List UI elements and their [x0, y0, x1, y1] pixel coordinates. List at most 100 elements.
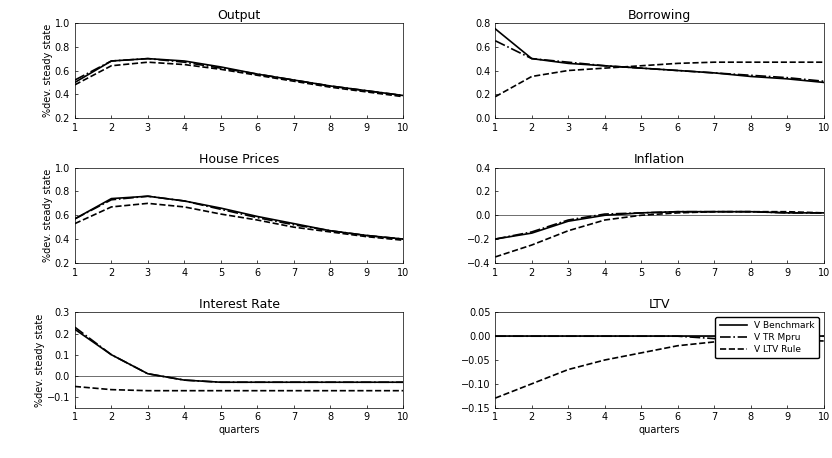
V LTV Rule: [563, 228, 573, 234]
V LTV Rule: [745, 209, 755, 214]
V TR Mpru: [362, 233, 372, 238]
V TR Mpru: [143, 56, 153, 61]
V LTV Rule: [289, 388, 299, 393]
V TR Mpru: [563, 217, 573, 223]
V LTV Rule: [252, 72, 262, 78]
V Benchmark: [673, 333, 683, 339]
V LTV Rule: [106, 63, 116, 69]
V TR Mpru: [673, 209, 683, 214]
V TR Mpru: [819, 78, 829, 84]
V TR Mpru: [490, 236, 500, 242]
Line: V TR Mpru: V TR Mpru: [495, 212, 824, 239]
V LTV Rule: [362, 89, 372, 95]
V LTV Rule: [70, 221, 80, 226]
V LTV Rule: [215, 66, 225, 72]
V Benchmark: [106, 58, 116, 64]
V Benchmark: [399, 380, 409, 385]
V TR Mpru: [215, 380, 225, 385]
Legend: V Benchmark, V TR Mpru, V LTV Rule: V Benchmark, V TR Mpru, V LTV Rule: [716, 317, 820, 358]
V LTV Rule: [180, 62, 190, 67]
V Benchmark: [215, 205, 225, 211]
Line: V LTV Rule: V LTV Rule: [75, 203, 404, 240]
V TR Mpru: [325, 83, 335, 89]
V LTV Rule: [215, 211, 225, 217]
V Benchmark: [527, 230, 537, 236]
V LTV Rule: [563, 367, 573, 372]
V Benchmark: [252, 214, 262, 219]
V LTV Rule: [709, 209, 719, 214]
V LTV Rule: [819, 60, 829, 65]
V LTV Rule: [362, 234, 372, 240]
Line: V LTV Rule: V LTV Rule: [495, 212, 824, 257]
V LTV Rule: [527, 74, 537, 79]
V LTV Rule: [527, 381, 537, 387]
V Benchmark: [399, 236, 409, 242]
V TR Mpru: [106, 352, 116, 357]
V LTV Rule: [673, 343, 683, 349]
V Benchmark: [143, 371, 153, 376]
V Benchmark: [636, 65, 646, 71]
V TR Mpru: [709, 336, 719, 341]
V TR Mpru: [782, 210, 792, 216]
V Benchmark: [70, 80, 80, 85]
V TR Mpru: [325, 380, 335, 385]
V TR Mpru: [252, 71, 262, 77]
V TR Mpru: [490, 333, 500, 339]
V Benchmark: [180, 377, 190, 383]
V Benchmark: [70, 327, 80, 332]
Y-axis label: %dev. steady state: %dev. steady state: [43, 24, 53, 117]
V TR Mpru: [527, 333, 537, 339]
V TR Mpru: [819, 338, 829, 344]
V Benchmark: [709, 70, 719, 76]
V Benchmark: [252, 380, 262, 385]
V Benchmark: [563, 218, 573, 224]
V TR Mpru: [673, 68, 683, 73]
V Benchmark: [819, 80, 829, 85]
V Benchmark: [563, 60, 573, 66]
V LTV Rule: [745, 60, 755, 65]
Line: V Benchmark: V Benchmark: [75, 59, 404, 96]
V Benchmark: [289, 77, 299, 83]
V TR Mpru: [215, 65, 225, 71]
V TR Mpru: [289, 222, 299, 228]
Line: V Benchmark: V Benchmark: [75, 329, 404, 382]
V TR Mpru: [399, 236, 409, 242]
V Benchmark: [215, 380, 225, 385]
V TR Mpru: [180, 60, 190, 65]
Title: Borrowing: Borrowing: [628, 9, 691, 22]
V Benchmark: [745, 209, 755, 214]
V Benchmark: [819, 210, 829, 216]
V Benchmark: [106, 352, 116, 357]
V TR Mpru: [709, 70, 719, 76]
V LTV Rule: [673, 210, 683, 216]
V LTV Rule: [490, 254, 500, 260]
Line: V TR Mpru: V TR Mpru: [495, 41, 824, 81]
Title: House Prices: House Prices: [199, 153, 280, 166]
Line: V Benchmark: V Benchmark: [495, 212, 824, 239]
V LTV Rule: [600, 65, 610, 71]
V TR Mpru: [180, 377, 190, 383]
V Benchmark: [399, 93, 409, 98]
V Benchmark: [563, 333, 573, 339]
V TR Mpru: [70, 324, 80, 330]
V LTV Rule: [709, 60, 719, 65]
V LTV Rule: [636, 63, 646, 69]
X-axis label: quarters: quarters: [639, 425, 680, 435]
V LTV Rule: [819, 333, 829, 339]
V LTV Rule: [673, 60, 683, 66]
V LTV Rule: [289, 78, 299, 84]
Line: V LTV Rule: V LTV Rule: [495, 62, 824, 97]
Title: Interest Rate: Interest Rate: [199, 298, 280, 311]
V Benchmark: [289, 380, 299, 385]
V LTV Rule: [636, 350, 646, 355]
V TR Mpru: [745, 337, 755, 343]
V LTV Rule: [399, 388, 409, 393]
V LTV Rule: [819, 210, 829, 216]
V Benchmark: [70, 216, 80, 222]
V TR Mpru: [106, 197, 116, 202]
V TR Mpru: [325, 228, 335, 234]
V Benchmark: [362, 380, 372, 385]
V Benchmark: [636, 210, 646, 216]
V Benchmark: [325, 83, 335, 89]
V LTV Rule: [490, 395, 500, 401]
